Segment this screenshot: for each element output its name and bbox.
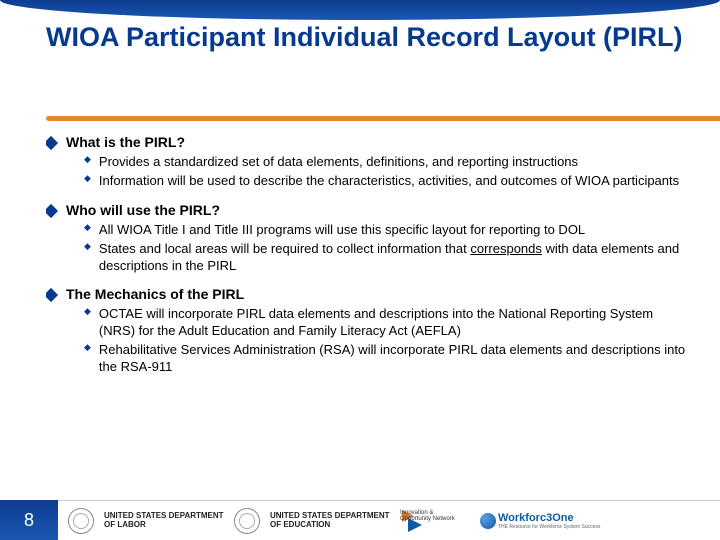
workforce3one-logo: Workforc3One THE Resource for Workforce … [480, 512, 600, 530]
dept-labor-label: UNITED STATES DEPARTMENT OF LABOR [104, 512, 224, 530]
section-heading: Who will use the PIRL? [66, 202, 220, 218]
bullet-dot-icon: ◆ [84, 241, 91, 253]
wf3-globe-icon [480, 513, 496, 529]
dol-seal-icon [68, 508, 94, 534]
section: What is the PIRL? ◆ Provides a standardize… [46, 134, 692, 190]
section-heading: The Mechanics of the PIRL [66, 286, 244, 302]
diamond-bullet-icon [46, 204, 58, 218]
list-item: ◆ Information will be used to describe th… [84, 173, 692, 190]
list-item: ◆ All WIOA Title I and Title III programs… [84, 222, 692, 239]
header-swoosh [0, 0, 720, 20]
bullet-dot-icon: ◆ [84, 154, 91, 166]
section: Who will use the PIRL? ◆ All WIOA Title I … [46, 202, 692, 275]
page-number: 8 [0, 500, 58, 540]
bullet-dot-icon: ◆ [84, 306, 91, 318]
bullet-dot-icon: ◆ [84, 342, 91, 354]
list-item: ◆ States and local areas will be required… [84, 241, 692, 275]
doe-seal-icon [234, 508, 260, 534]
list-item: ◆ Provides a standardized set of data ele… [84, 154, 692, 171]
bullet-text: OCTAE will incorporate PIRL data element… [99, 306, 692, 340]
list-item: ◆ Rehabilitative Services Administration … [84, 342, 692, 376]
bullet-text: Provides a standardized set of data elem… [99, 154, 578, 171]
diamond-bullet-icon [46, 288, 58, 302]
bullet-text: All WIOA Title I and Title III programs … [99, 222, 585, 239]
bullet-text: Rehabilitative Services Administration (… [99, 342, 692, 376]
bullet-dot-icon: ◆ [84, 173, 91, 185]
diamond-bullet-icon [46, 136, 58, 150]
content-area: What is the PIRL? ◆ Provides a standardize… [46, 134, 692, 492]
bullet-text: States and local areas will be required … [99, 241, 692, 275]
page-title: WIOA Participant Individual Record Layou… [46, 22, 700, 53]
section-heading: What is the PIRL? [66, 134, 185, 150]
bullet-text: Information will be used to describe the… [99, 173, 679, 190]
list-item: ◆ OCTAE will incorporate PIRL data elemen… [84, 306, 692, 340]
bullet-dot-icon: ◆ [84, 222, 91, 234]
section: The Mechanics of the PIRL ◆ OCTAE will inc… [46, 286, 692, 376]
ion-logo-icon: Innovation & Opportunity Network [400, 508, 442, 534]
title-underline [46, 116, 720, 121]
dept-edu-label: UNITED STATES DEPARTMENT OF EDUCATION [270, 512, 390, 530]
footer: 8 UNITED STATES DEPARTMENT OF LABOR UNIT… [0, 500, 720, 540]
